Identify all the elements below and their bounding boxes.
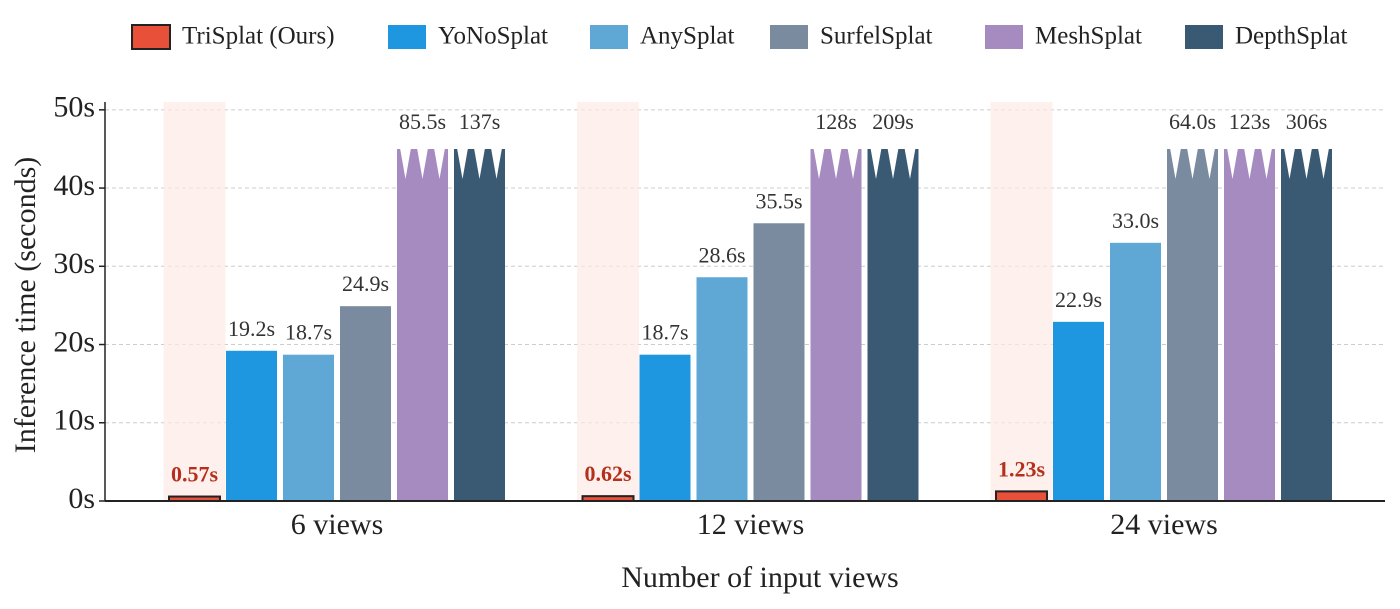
value-label: 306s	[1286, 109, 1328, 134]
highlight-band	[163, 102, 226, 501]
legend-swatch	[131, 24, 171, 50]
bar	[1224, 149, 1275, 501]
x-axis-label: Number of input views	[621, 561, 898, 594]
value-label: 123s	[1229, 109, 1271, 134]
value-label: 33.0s	[1112, 208, 1159, 233]
break-mark	[1284, 148, 1329, 179]
y-axis-label: Inference time (seconds)	[9, 157, 42, 454]
legend-swatch	[770, 25, 808, 49]
break-mark	[400, 148, 445, 179]
bar	[867, 149, 919, 501]
highlight-band	[990, 102, 1053, 501]
value-label: 19.2s	[228, 316, 275, 341]
value-label: 18.7s	[641, 320, 688, 345]
value-label: 85.5s	[399, 109, 446, 134]
highlight-band	[577, 102, 639, 501]
value-label: 22.9s	[1055, 287, 1102, 312]
y-tick-label: 40s	[53, 169, 95, 202]
x-tick-label: 12 views	[697, 508, 805, 541]
value-label: 128s	[815, 109, 857, 134]
y-tick-label: 0s	[68, 482, 95, 515]
bar	[1110, 242, 1161, 501]
legend-label: YoNoSplat	[438, 23, 548, 50]
bar	[810, 149, 862, 501]
value-label: 209s	[872, 109, 914, 134]
value-label: 18.7s	[285, 320, 332, 345]
legend-swatch	[590, 25, 628, 49]
bar	[397, 149, 448, 501]
y-tick-label: 20s	[53, 325, 95, 358]
bar	[1281, 149, 1332, 501]
legend-label: AnySplat	[640, 23, 735, 50]
legend-swatch	[1185, 25, 1223, 49]
value-label: 28.6s	[698, 242, 745, 267]
value-label: 137s	[459, 109, 501, 134]
break-mark	[1170, 148, 1215, 179]
legend-swatch	[388, 25, 426, 49]
bar	[639, 354, 691, 501]
y-tick-label: 10s	[53, 404, 95, 437]
bar	[753, 223, 805, 501]
legend-label: MeshSplat	[1035, 23, 1142, 50]
break-mark	[813, 148, 859, 179]
y-tick-label: 30s	[53, 247, 95, 280]
bar	[226, 350, 277, 501]
value-label: 0.57s	[171, 462, 219, 487]
x-tick-label: 24 views	[1110, 508, 1218, 541]
value-label: 1.23s	[998, 456, 1046, 481]
break-mark	[1227, 148, 1272, 179]
value-label: 24.9s	[342, 271, 389, 296]
bar	[340, 306, 391, 501]
y-tick-label: 50s	[53, 91, 95, 124]
bar	[995, 490, 1048, 502]
legend-label: SurfelSplat	[820, 23, 933, 50]
value-label: 64.0s	[1169, 109, 1216, 134]
bar	[283, 354, 334, 501]
legend-label: TriSplat (Ours)	[182, 23, 335, 50]
bar	[454, 149, 505, 501]
legend-swatch	[985, 25, 1023, 49]
bar	[1053, 321, 1104, 501]
legend-label: DepthSplat	[1235, 23, 1348, 50]
break-mark	[457, 148, 502, 179]
bar	[1167, 149, 1218, 501]
value-label: 0.62s	[584, 461, 632, 486]
bar	[696, 277, 748, 501]
x-tick-label: 6 views	[291, 508, 384, 541]
value-label: 35.5s	[755, 188, 802, 213]
break-mark	[870, 148, 916, 179]
